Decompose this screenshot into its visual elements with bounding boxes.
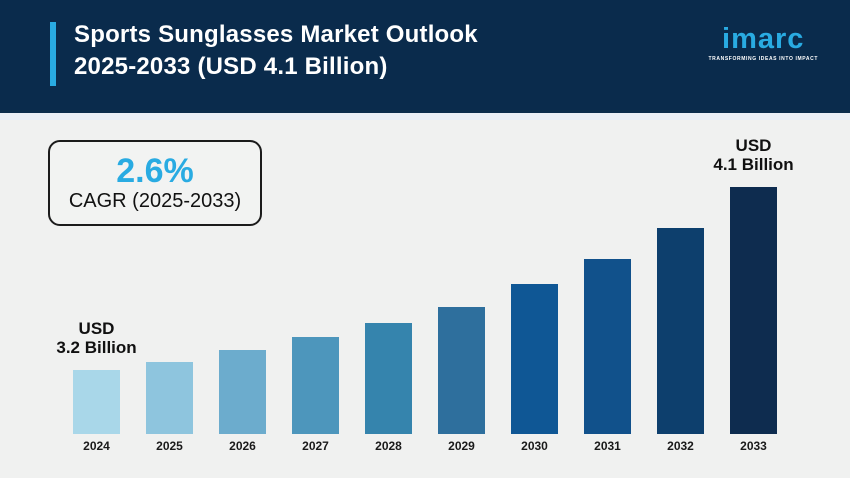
- year-label-2026: 2026: [229, 439, 256, 453]
- value-label-2024: USD 3.2 Billion: [56, 319, 137, 357]
- cagr-box: 2.6% CAGR (2025-2033): [48, 140, 262, 226]
- bar-column-2027: 2027: [292, 337, 339, 453]
- cagr-label: CAGR (2025-2033): [68, 190, 242, 212]
- bar-2031: [584, 259, 631, 434]
- year-label-2029: 2029: [448, 439, 475, 453]
- year-label-2027: 2027: [302, 439, 329, 453]
- imarc-logo: imarc TRANSFORMING IDEAS INTO IMPACT: [708, 24, 818, 62]
- title-accent-bar: [50, 22, 56, 86]
- year-label-2032: 2032: [667, 439, 694, 453]
- year-label-2031: 2031: [594, 439, 621, 453]
- bar-chart: USD 3.2 Billion 2024 2025 2026 2027 2028 2029 20…: [56, 130, 793, 453]
- bar-column-2025: 2025: [146, 362, 193, 453]
- year-label-2025: 2025: [156, 439, 183, 453]
- bar-2033: [730, 187, 777, 434]
- bar-2032: [657, 228, 704, 434]
- bar-2025: [146, 362, 193, 434]
- bar-column-2026: 2026: [219, 350, 266, 453]
- bar-column-2031: 2031: [584, 259, 631, 453]
- page-title-line-2: 2025-2033 (USD 4.1 Billion): [74, 53, 388, 80]
- header-bottom-band: [0, 113, 850, 120]
- bar-2027: [292, 337, 339, 434]
- page-title-line-1: Sports Sunglasses Market Outlook: [74, 21, 478, 48]
- bar-column-2030: 2030: [511, 284, 558, 453]
- value-label-2033: USD 4.1 Billion: [713, 136, 794, 174]
- year-label-2030: 2030: [521, 439, 548, 453]
- bar-column-2029: 2029: [438, 307, 485, 453]
- bar-column-2032: 2032: [657, 228, 704, 453]
- imarc-logo-wordmark: imarc: [722, 23, 805, 55]
- bar-column-2033: USD 4.1 Billion 2033: [713, 136, 793, 453]
- bar-2030: [511, 284, 558, 434]
- year-label-2024: 2024: [83, 439, 110, 453]
- header: Sports Sunglasses Market Outlook 2025-20…: [0, 0, 850, 113]
- page-title: Sports Sunglasses Market Outlook 2025-20…: [74, 19, 478, 83]
- year-label-2033: 2033: [740, 439, 767, 453]
- bar-column-2028: 2028: [365, 323, 412, 453]
- bar-2028: [365, 323, 412, 434]
- bar-column-2024: USD 3.2 Billion 2024: [56, 319, 136, 453]
- bar-2026: [219, 350, 266, 434]
- cagr-value: 2.6%: [116, 152, 194, 190]
- bar-2024: [73, 370, 120, 434]
- year-label-2028: 2028: [375, 439, 402, 453]
- bar-2029: [438, 307, 485, 434]
- imarc-logo-tagline: TRANSFORMING IDEAS INTO IMPACT: [708, 56, 818, 62]
